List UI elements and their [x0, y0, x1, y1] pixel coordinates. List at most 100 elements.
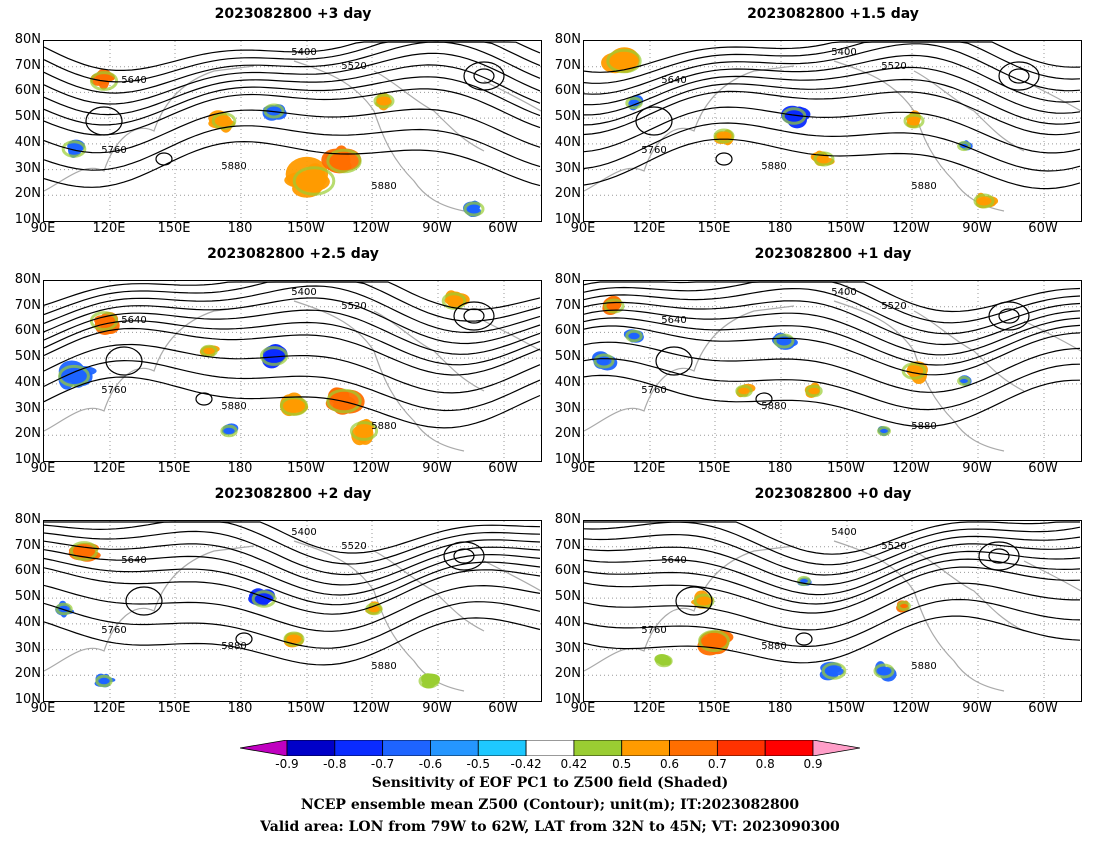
contour-label: 5880 [911, 661, 936, 672]
lon-label: 180 [767, 701, 793, 716]
colorbar-swatch [621, 740, 670, 756]
contour-label: 5400 [291, 47, 316, 58]
lon-label: 150W [827, 461, 865, 476]
lat-label: 70N [14, 297, 41, 313]
lon-label: 150W [827, 221, 865, 236]
contour-label: 5880 [221, 401, 246, 412]
contour-label: 5520 [341, 61, 366, 72]
lat-label: 30N [14, 640, 41, 656]
lon-label: 180 [767, 461, 793, 476]
lat-label: 80N [14, 272, 41, 287]
map-panel-5: 5400 5520 5640 5760 5880 5880 [43, 520, 542, 702]
lon-label: 90E [30, 461, 56, 476]
lon-label: 60W [488, 461, 518, 476]
colorbar-tick-label: 0.7 [707, 757, 727, 771]
lat-label: 20N [554, 666, 581, 682]
lon-label: 90E [570, 701, 596, 716]
colorbar-tick-label: 0.42 [560, 757, 588, 771]
lon-label: 150E [697, 701, 731, 716]
lon-label: 90W [422, 461, 452, 476]
contour-label: 5880 [221, 161, 246, 172]
lon-label: 180 [767, 221, 793, 236]
lat-label: 10N [14, 452, 41, 467]
lat-label: 40N [554, 134, 581, 150]
colorbar-swatch [525, 740, 575, 756]
map-graphic: 5400 5520 5640 5760 5880 5880 [44, 521, 541, 701]
colorbar-swatch [573, 740, 623, 756]
contour-label: 5400 [831, 47, 856, 58]
lon-label: 60W [1028, 701, 1058, 716]
lon-label: 120W [352, 701, 390, 716]
lat-label: 10N [554, 692, 581, 707]
lon-label: 150E [157, 701, 191, 716]
lon-label: 90E [30, 221, 56, 236]
lon-label: 60W [1028, 461, 1058, 476]
lat-label: 30N [554, 640, 581, 656]
lat-label: 70N [14, 537, 41, 553]
lat-label: 20N [14, 666, 41, 682]
contour-label: 5520 [341, 301, 366, 312]
contour-label: 5640 [121, 315, 146, 326]
contour-label: 5880 [761, 641, 786, 652]
lat-label: 80N [14, 512, 41, 527]
lon-label: 90W [422, 221, 452, 236]
colorbar-tick-label: -0.7 [370, 757, 395, 771]
lat-label: 80N [14, 32, 41, 47]
contour-label: 5640 [661, 555, 686, 566]
contour-label: 5880 [371, 661, 396, 672]
lon-label: 180 [227, 701, 253, 716]
lat-label: 50N [14, 349, 41, 365]
lat-label: 30N [14, 400, 41, 416]
lon-label: 60W [488, 221, 518, 236]
lat-label: 20N [554, 426, 581, 442]
map-panel-2: 5400 5520 5640 5760 5880 5880 [583, 40, 1082, 222]
colorbar-tick-label: -0.5 [466, 757, 490, 771]
lat-label: 10N [554, 452, 581, 467]
colorbar-tick-label: -0.42 [510, 757, 542, 771]
colorbar-swatch [334, 740, 384, 756]
lon-label: 120W [892, 461, 930, 476]
lat-label: 60N [554, 563, 581, 579]
contour-label: 5400 [291, 527, 316, 538]
lon-label: 120W [892, 701, 930, 716]
lat-label: 70N [554, 57, 581, 73]
contour-label: 5520 [881, 541, 906, 552]
lon-label: 120E [632, 221, 666, 236]
map-panel-1: 5400 5520 5640 5760 5880 5880 [43, 40, 542, 222]
map-graphic: 5400 5520 5640 5760 5880 5880 [44, 41, 541, 221]
lon-label: 90W [962, 701, 992, 716]
contour-label: 5880 [911, 421, 936, 432]
lat-label: 10N [14, 692, 41, 707]
panel-title-6: 2023082800 +0 day [754, 486, 912, 502]
lat-label: 20N [554, 186, 581, 202]
lat-label: 30N [554, 400, 581, 416]
panel-title-2: 2023082800 +1.5 day [747, 6, 919, 22]
lon-label: 120W [352, 221, 390, 236]
panel-title-5: 2023082800 +2 day [214, 486, 372, 502]
contour-label: 5520 [881, 301, 906, 312]
lat-label: 70N [554, 297, 581, 313]
colorbar-swatch [477, 740, 527, 756]
lat-label: 30N [14, 160, 41, 176]
lat-label: 50N [14, 109, 41, 125]
lat-label: 60N [554, 83, 581, 99]
contour-label: 5640 [661, 75, 686, 86]
contour-label: 5760 [101, 625, 126, 636]
lat-label: 60N [14, 83, 41, 99]
colorbar-tick-label: 0.6 [659, 757, 680, 771]
panel-title-3: 2023082800 +2.5 day [207, 246, 379, 262]
lon-label: 120E [632, 461, 666, 476]
lon-label: 150E [697, 461, 731, 476]
contour-label: 5760 [641, 145, 666, 156]
colorbar-tick-label: 0.5 [612, 757, 632, 771]
lon-label: 180 [227, 221, 253, 236]
contour-label: 5880 [911, 181, 936, 192]
contour-label: 5880 [761, 401, 786, 412]
lat-label: 50N [14, 589, 41, 605]
map-graphic: 5400 5520 5640 5760 5880 5880 [44, 281, 541, 461]
lon-label: 120E [92, 701, 126, 716]
colorbar-swatch [764, 740, 814, 756]
contour-label: 5400 [831, 527, 856, 538]
footer-line-2: NCEP ensemble mean Z500 (Contour); unit(… [300, 797, 800, 813]
contour-label: 5640 [121, 555, 146, 566]
